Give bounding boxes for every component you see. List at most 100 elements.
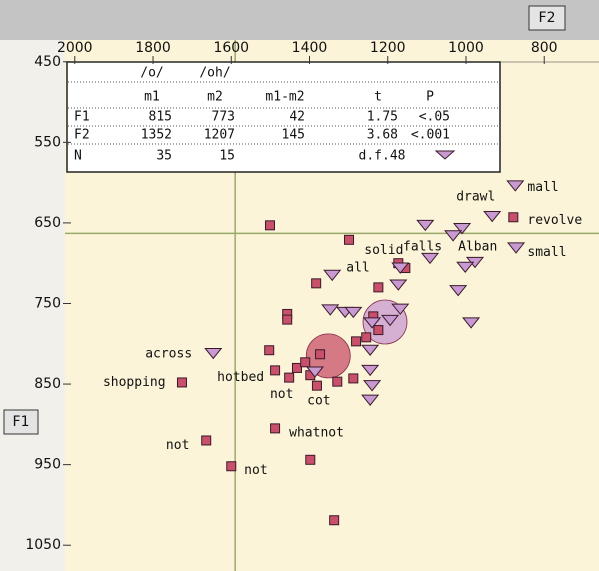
y-tick-label: 550: [34, 134, 61, 150]
point-label: Alban: [458, 240, 497, 255]
table-cell: 1.75: [367, 110, 398, 125]
square-point: [311, 380, 322, 391]
y-tick-label: 950: [34, 457, 61, 473]
triangle-point: [305, 366, 325, 378]
table-cell: 1207: [204, 128, 235, 143]
y-tick-label: 850: [34, 376, 61, 392]
point-label: cot: [307, 393, 330, 408]
triangle-point: [391, 303, 410, 315]
table-box: [66, 61, 501, 173]
triangle-point: [444, 230, 463, 242]
triangle-point: [420, 252, 440, 265]
square-point: [373, 325, 384, 336]
y-tick-label: 1050: [25, 537, 61, 553]
triangle-point: [453, 223, 472, 235]
point-label: shopping: [103, 375, 166, 390]
x-tick-label: 1200: [370, 40, 406, 56]
triangle-point: [391, 262, 410, 274]
x-tick-label: 1000: [448, 40, 484, 56]
point-label: solid: [364, 243, 403, 258]
square-point: [332, 376, 343, 387]
point-label: drawl: [456, 190, 495, 205]
table-symbol: [434, 150, 456, 160]
x-tick-label: 800: [531, 40, 558, 56]
x-tick-label: 1400: [292, 40, 328, 56]
triangle-point: [204, 347, 223, 360]
square-point: [344, 234, 355, 245]
square-point: [348, 373, 359, 384]
triangle-point: [449, 285, 468, 297]
table-column: P: [426, 90, 434, 105]
table-group: /o/: [140, 66, 163, 81]
square-point: [329, 515, 340, 526]
square-point: [311, 278, 322, 289]
triangle-point: [506, 180, 525, 192]
table-cell: <.001: [411, 128, 450, 143]
table-column: m1: [144, 90, 160, 105]
table-note: d.f.48: [359, 149, 406, 164]
triangle-point: [323, 269, 342, 282]
triangle-point: [456, 261, 475, 274]
triangle-point: [361, 394, 380, 406]
triangle-point: [363, 380, 382, 392]
square-point: [176, 377, 187, 388]
triangle-point: [344, 306, 363, 319]
square-point: [291, 362, 302, 373]
point-label: revolve: [527, 213, 582, 228]
table-cell: 35: [156, 149, 172, 164]
triangle-point: [416, 219, 435, 232]
square-point: [508, 212, 519, 223]
table-cell: 773: [212, 110, 235, 125]
x-axis-label-box: [528, 5, 566, 31]
table-column: m1-m2: [265, 90, 304, 105]
point-label: not: [244, 463, 267, 478]
x-axis-label: F2: [539, 10, 556, 26]
point-label: falls: [403, 240, 442, 255]
table-cell: 1352: [141, 128, 172, 143]
point-label: across: [145, 347, 192, 362]
point-label: hotbed: [217, 370, 264, 385]
square-point: [226, 461, 237, 472]
triangle-point: [483, 210, 502, 223]
y-tick-label: 650: [34, 215, 61, 231]
stats-table: /o/ /oh/m1 m2 m1-m2 t P F1 815 773 42 1.75 <.05 F2 13…: [66, 61, 501, 173]
square-point: [270, 365, 281, 376]
triangle-point: [361, 364, 380, 377]
table-cell: 145: [282, 128, 305, 143]
square-point: [305, 454, 316, 465]
point-label: all: [346, 261, 369, 276]
point-label: not: [166, 438, 189, 453]
table-row-label: N: [74, 149, 82, 164]
table-group: /oh/: [199, 66, 230, 81]
point-label: small: [527, 245, 566, 260]
x-tick-label: 1800: [135, 40, 171, 56]
square-point: [284, 372, 295, 383]
table-cell: 3.68: [367, 128, 398, 143]
table-cell: <.05: [419, 110, 450, 125]
point-label: not: [270, 387, 293, 402]
square-point: [315, 349, 326, 360]
y-axis-label-box: [3, 409, 39, 435]
y-tick-label: 750: [34, 295, 61, 311]
table-column: m2: [207, 90, 223, 105]
table-cell: 15: [219, 149, 235, 164]
x-tick-label: 2000: [57, 40, 93, 56]
point-label: whatnot: [289, 426, 344, 441]
table-cell: 42: [289, 110, 305, 125]
square-point: [264, 220, 275, 231]
triangle-point: [389, 279, 408, 291]
x-tick-label: 1600: [213, 40, 249, 56]
square-point: [351, 336, 362, 347]
table-cell: 815: [149, 110, 172, 125]
point-label: mall: [527, 180, 558, 195]
square-point: [270, 423, 281, 434]
table-row-label: F1: [74, 110, 90, 125]
triangle-point: [507, 242, 526, 254]
square-point: [264, 345, 275, 356]
square-point: [201, 435, 212, 446]
square-point: [373, 282, 384, 293]
triangle-point: [321, 304, 340, 316]
y-tick-label: 450: [34, 54, 61, 70]
